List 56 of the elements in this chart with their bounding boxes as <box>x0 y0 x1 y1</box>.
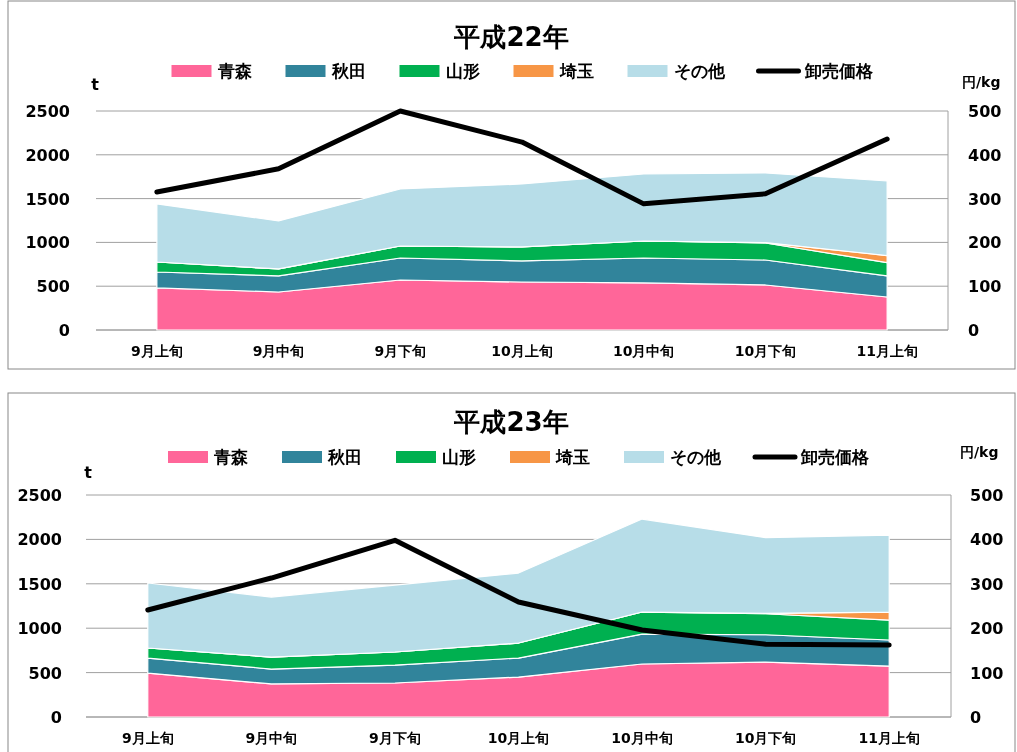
y-tick-label: 1000 <box>25 233 70 253</box>
x-tick-label: 10月中旬 <box>611 730 673 746</box>
y2-tick-label: 200 <box>970 619 1004 639</box>
chart-title: 平成23年 <box>453 407 569 437</box>
x-tick-label: 11月上旬 <box>858 730 920 746</box>
y2-tick-label: 500 <box>968 102 1002 121</box>
y-tick-label: 500 <box>28 663 62 683</box>
legend-label: 山形 <box>442 447 476 467</box>
legend-label: 卸売価格 <box>800 447 870 467</box>
y2-tick-label: 400 <box>968 145 1002 165</box>
x-tick-label: 10月下旬 <box>734 343 797 359</box>
y-tick-label: 2500 <box>17 486 62 505</box>
x-tick-label: 9月下旬 <box>374 343 427 359</box>
y-tick-label: 1000 <box>17 619 62 639</box>
x-tick-label: 9月上旬 <box>121 730 174 746</box>
x-tick-label: 10月上旬 <box>487 730 550 746</box>
y2-tick-label: 0 <box>968 321 980 340</box>
legend-label: 青森 <box>216 61 253 81</box>
y-tick-label: 1500 <box>17 574 62 594</box>
legend-label: 秋田 <box>327 447 362 467</box>
y2-tick-label: 300 <box>968 189 1002 209</box>
x-tick-label: 11月上旬 <box>856 343 918 359</box>
legend-label: 埼玉 <box>558 61 594 81</box>
x-tick-label: 9月中旬 <box>252 343 305 359</box>
y-tick-label: 0 <box>58 321 70 340</box>
y-tick-label: 1500 <box>25 189 70 209</box>
y2-tick-label: 400 <box>970 530 1004 550</box>
y2-axis-title: 円/kg <box>960 444 999 460</box>
legend-label: 埼玉 <box>555 447 590 467</box>
y2-tick-label: 100 <box>968 277 1002 297</box>
y2-tick-label: 200 <box>968 233 1002 253</box>
y-axis-title: t <box>84 463 93 482</box>
y2-tick-label: 100 <box>970 663 1004 683</box>
y2-axis-title: 円/kg <box>962 74 1001 90</box>
legend-label: 青森 <box>213 447 249 467</box>
y2-tick-label: 0 <box>970 708 982 727</box>
y-tick-label: 2000 <box>17 530 62 550</box>
x-tick-label: 9月下旬 <box>369 730 421 746</box>
x-tick-label: 9月中旬 <box>245 730 298 746</box>
y-axis-title: t <box>91 75 100 94</box>
legend-label: その他 <box>670 447 722 467</box>
y2-tick-label: 300 <box>970 574 1004 594</box>
chart-title: 平成22年 <box>453 22 569 52</box>
legend-label: その他 <box>673 61 726 81</box>
y-tick-label: 0 <box>50 708 62 727</box>
legend-label: 山形 <box>445 61 480 81</box>
y-tick-label: 500 <box>36 277 70 297</box>
x-tick-label: 10月下旬 <box>734 730 797 746</box>
y-tick-label: 2000 <box>25 145 70 165</box>
x-tick-label: 9月上旬 <box>130 343 183 359</box>
y-tick-label: 2500 <box>25 102 70 121</box>
legend-label: 秋田 <box>330 61 366 81</box>
x-tick-label: 10月上旬 <box>491 343 553 359</box>
y2-tick-label: 500 <box>970 486 1004 505</box>
x-tick-label: 10月中旬 <box>612 343 675 359</box>
legend-label: 卸売価格 <box>803 61 874 81</box>
